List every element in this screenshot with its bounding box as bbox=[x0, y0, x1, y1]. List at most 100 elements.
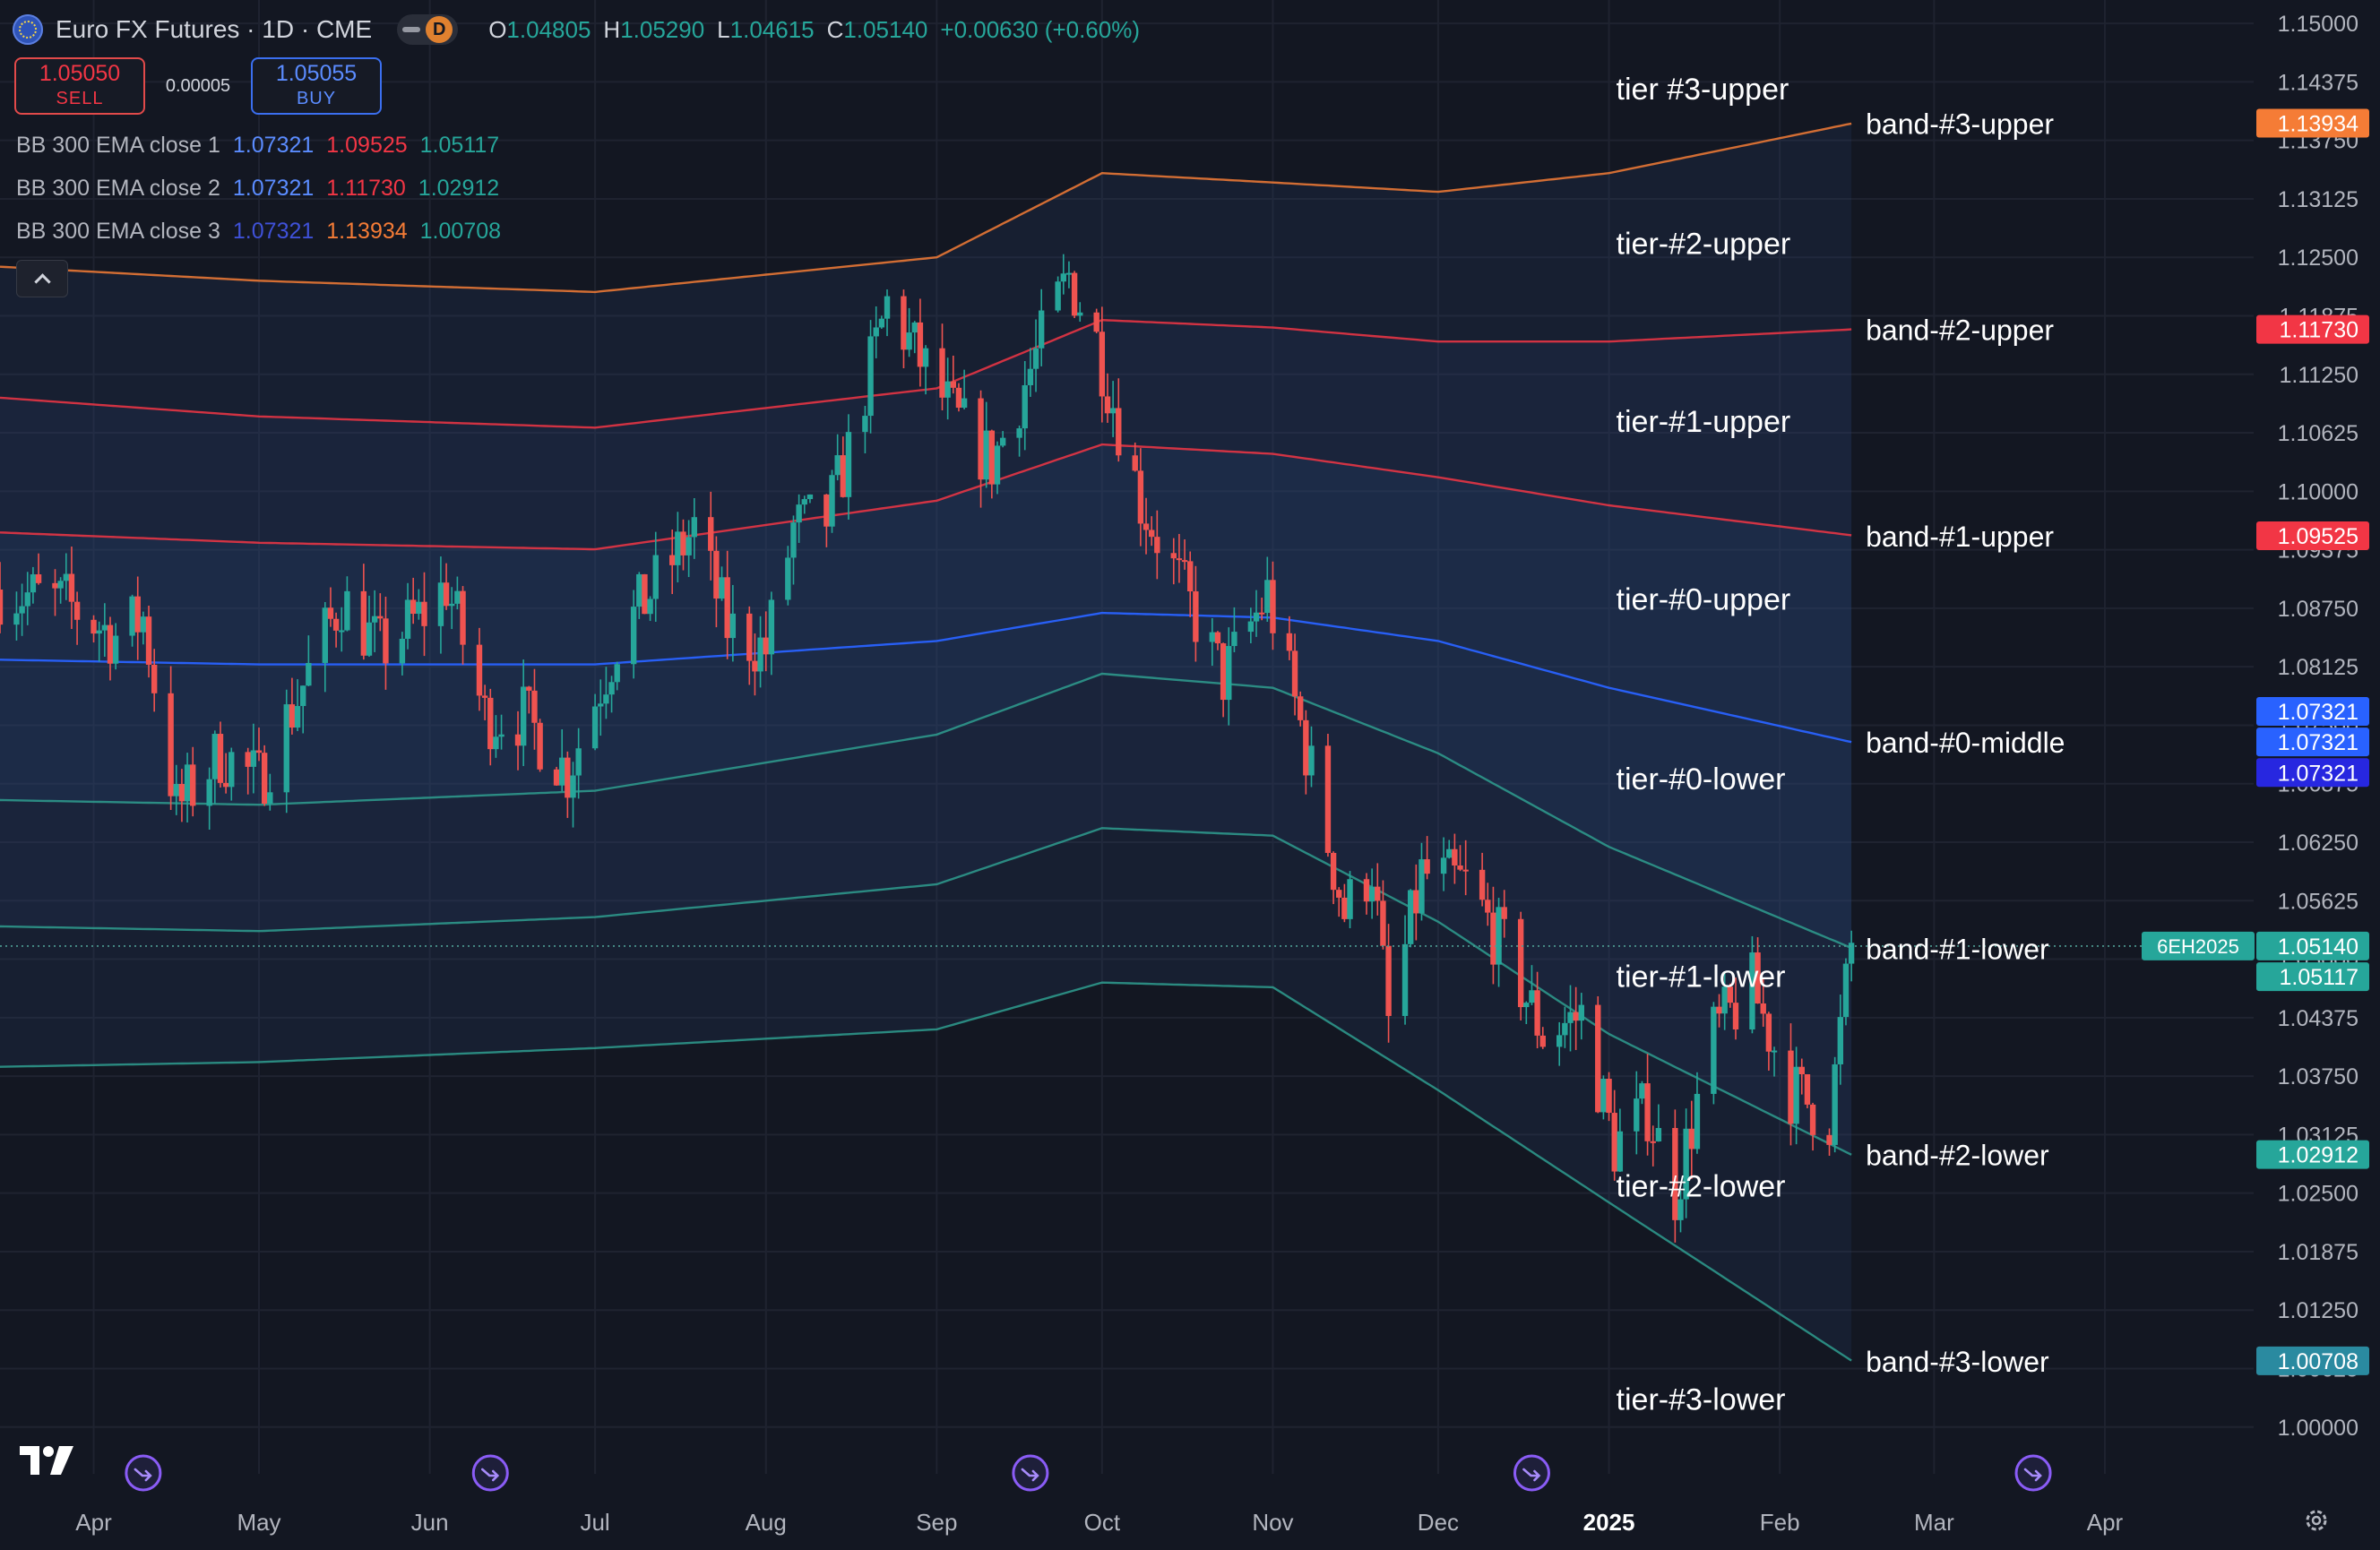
candle-body bbox=[332, 618, 340, 631]
candle-body bbox=[1755, 952, 1761, 1003]
price-badge bbox=[2256, 1140, 2369, 1169]
event-marker bbox=[125, 1454, 162, 1492]
candle-body bbox=[1187, 561, 1194, 592]
candle-body bbox=[1065, 272, 1073, 275]
candle-body bbox=[300, 685, 306, 706]
time-tick-label: 2025 bbox=[1583, 1509, 1635, 1536]
candle-body bbox=[481, 695, 488, 698]
band-label: band-#3-lower bbox=[1866, 1346, 2049, 1378]
candle-body bbox=[1380, 900, 1386, 946]
legend-lower-value: 1.02912 bbox=[418, 176, 500, 201]
candle-body bbox=[1214, 632, 1221, 644]
interval-pill[interactable]: D bbox=[397, 14, 459, 45]
candle-body bbox=[1567, 1012, 1574, 1023]
tradingview-logo-icon[interactable] bbox=[20, 1442, 75, 1478]
legend-row-bb2[interactable]: BB 300 EMA close 2 1.07321 1.11730 1.029… bbox=[16, 176, 499, 202]
event-marker bbox=[1012, 1454, 1049, 1492]
price-tick-label: 1.01250 bbox=[2278, 1298, 2358, 1323]
candle-body bbox=[30, 574, 37, 593]
candle-body bbox=[1485, 900, 1491, 913]
sell-button[interactable]: 1.05050 SELL bbox=[14, 57, 145, 115]
candle-body bbox=[476, 644, 483, 696]
candle-body bbox=[1606, 1079, 1612, 1114]
candle-body bbox=[1341, 897, 1348, 919]
candle-body bbox=[1793, 1066, 1799, 1124]
event-arrow-icon bbox=[1021, 1468, 1039, 1482]
gear-icon[interactable] bbox=[2303, 1507, 2330, 1534]
event-markers[interactable] bbox=[125, 1454, 2052, 1492]
price-badge-label: 1.07321 bbox=[2278, 761, 2358, 786]
interval-badge: D bbox=[426, 16, 453, 43]
candle-body bbox=[1578, 1004, 1585, 1021]
candle-body bbox=[1226, 646, 1232, 701]
candle-body bbox=[686, 537, 692, 555]
event-arrow-icon bbox=[134, 1468, 152, 1482]
price-tick-label: 1.10000 bbox=[2278, 479, 2358, 504]
candle-body bbox=[0, 590, 4, 625]
candle-body bbox=[1071, 272, 1078, 316]
candle-body bbox=[801, 499, 807, 505]
price-tick-label: 1.10625 bbox=[2278, 421, 2358, 446]
contract-badge-label: 6EH2025 bbox=[2157, 935, 2239, 958]
candle-body bbox=[1109, 408, 1117, 414]
candle-body bbox=[1440, 857, 1447, 874]
candle-body bbox=[1132, 455, 1138, 471]
candle-body bbox=[449, 603, 455, 607]
candle-body bbox=[454, 590, 461, 604]
candle-body bbox=[73, 601, 81, 620]
band-1-lower-line bbox=[0, 672, 1852, 950]
candle-body bbox=[19, 606, 25, 614]
band-label: band-#1-lower bbox=[1866, 933, 2049, 965]
candle-body bbox=[437, 582, 444, 626]
candle-body bbox=[1804, 1074, 1811, 1105]
time-axis[interactable]: Apr May Jun Jul Aug Sep Oct Nov Dec 2025 Feb Mar Apr bbox=[75, 1509, 2123, 1536]
price-badge bbox=[2256, 931, 2369, 960]
price-tick-label: 1.03750 bbox=[2278, 1064, 2358, 1089]
candle-body bbox=[1116, 408, 1122, 456]
collapse-legend-button[interactable] bbox=[16, 260, 68, 297]
legend-row-bb3[interactable]: BB 300 EMA close 3 1.07321 1.13934 1.007… bbox=[16, 219, 501, 245]
price-badge bbox=[2256, 108, 2369, 138]
candle-body bbox=[383, 618, 389, 664]
price-badge-label: 1.07321 bbox=[2278, 700, 2358, 725]
time-tick-label: Oct bbox=[1084, 1509, 1121, 1536]
candle-body bbox=[642, 573, 648, 615]
candle-body bbox=[514, 734, 522, 746]
band-3-upper-line bbox=[0, 122, 1852, 294]
candle-body bbox=[917, 322, 924, 367]
candle-body bbox=[598, 703, 604, 707]
candle-body bbox=[994, 445, 1001, 485]
candle-body bbox=[255, 750, 263, 753]
candle-body bbox=[955, 387, 962, 409]
price-badge-label: 1.00708 bbox=[2278, 1349, 2358, 1374]
candle-body bbox=[614, 664, 620, 683]
candle-body bbox=[1501, 907, 1507, 919]
candle-body bbox=[988, 430, 996, 485]
candles bbox=[0, 254, 2254, 1243]
candle-body bbox=[647, 598, 653, 615]
candle-body bbox=[1209, 632, 1216, 642]
legend-upper-value: 1.13934 bbox=[326, 219, 408, 244]
buy-button[interactable]: 1.05055 BUY bbox=[251, 57, 382, 115]
chart-header: Euro FX Futures · 1D · CME D O1.04805 H1… bbox=[13, 9, 1140, 50]
candle-body bbox=[1457, 865, 1463, 870]
candle-body bbox=[1534, 990, 1540, 1036]
legend-row-bb1[interactable]: BB 300 EMA close 1 1.07321 1.09525 1.051… bbox=[16, 133, 499, 159]
candle-body bbox=[591, 706, 599, 749]
candle-body bbox=[1291, 650, 1298, 697]
candle-body bbox=[1617, 1131, 1624, 1172]
time-tick-label: Jul bbox=[580, 1509, 609, 1536]
candle-body bbox=[140, 616, 147, 633]
price-badge bbox=[2256, 314, 2369, 344]
band-lines bbox=[0, 122, 1852, 1362]
time-tick-label: Nov bbox=[1252, 1509, 1293, 1536]
candle-body bbox=[553, 769, 560, 786]
candle-body bbox=[1523, 1003, 1530, 1008]
candle-body bbox=[1231, 632, 1237, 647]
event-marker bbox=[471, 1454, 509, 1492]
candle-body bbox=[1446, 848, 1453, 858]
candle-body bbox=[906, 332, 912, 350]
candle-body bbox=[1419, 859, 1425, 914]
symbol-title[interactable]: Euro FX Futures · 1D · CME bbox=[56, 15, 373, 43]
